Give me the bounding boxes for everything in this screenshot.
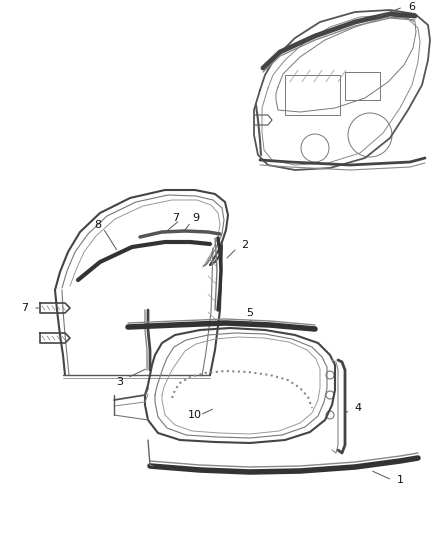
Text: 2: 2 bbox=[241, 240, 248, 250]
Text: 4: 4 bbox=[354, 403, 361, 413]
Text: 1: 1 bbox=[396, 475, 403, 485]
Text: 9: 9 bbox=[192, 213, 200, 223]
Text: 10: 10 bbox=[188, 410, 202, 420]
Text: 8: 8 bbox=[95, 220, 102, 230]
Text: 7: 7 bbox=[21, 303, 28, 313]
Text: 7: 7 bbox=[173, 213, 180, 223]
Text: 3: 3 bbox=[117, 377, 124, 387]
Text: 6: 6 bbox=[409, 2, 416, 12]
Text: 5: 5 bbox=[247, 308, 254, 318]
